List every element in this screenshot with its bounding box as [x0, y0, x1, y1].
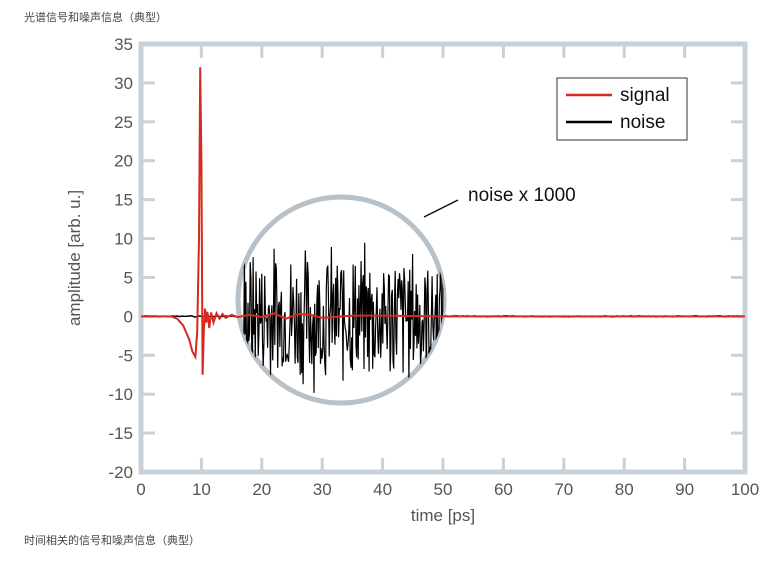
y-tick-label: -5: [118, 346, 133, 365]
legend-label-noise: noise: [620, 112, 665, 133]
y-tick-label: 25: [114, 113, 133, 132]
x-tick-label: 30: [313, 480, 332, 499]
x-tick-label: 100: [731, 480, 759, 499]
x-tick-label: 70: [554, 480, 573, 499]
x-tick-labels: 0 10 20 30 40 50 60 70 80 90 100: [136, 480, 759, 499]
x-tick-label: 60: [494, 480, 513, 499]
legend-label-signal: signal: [620, 85, 670, 106]
y-tick-label: -15: [108, 424, 133, 443]
x-tick-label: 10: [192, 480, 211, 499]
noise-magnified-line: [243, 242, 444, 393]
legend-box: [556, 77, 688, 141]
x-tick-label: 90: [675, 480, 694, 499]
x-tick-label: 50: [434, 480, 453, 499]
annotation-pointer: [423, 199, 459, 218]
y-tick-label: 5: [124, 268, 133, 287]
y-tick-label: 30: [114, 74, 133, 93]
y-tick-label: 20: [114, 152, 133, 171]
annotation-text: noise x 1000: [468, 185, 576, 206]
x-tick-label: 80: [615, 480, 634, 499]
x-tick-label: 40: [373, 480, 392, 499]
y-tick-label: 10: [114, 230, 133, 249]
y-tick-label: 0: [124, 307, 133, 326]
y-tick-label: 15: [114, 191, 133, 210]
x-tick-label: 20: [252, 480, 271, 499]
caption-top: 光谱信号和噪声信息（典型）: [24, 12, 167, 24]
x-axis-title: time [ps]: [411, 506, 475, 525]
y-tick-label: -10: [108, 385, 133, 404]
caption-bottom: 时间相关的信号和噪声信息（典型）: [24, 535, 200, 547]
y-tick-label: 35: [114, 35, 133, 54]
x-tick-label: 0: [136, 480, 145, 499]
y-tick-label: -20: [108, 463, 133, 482]
y-axis-title: amplitude [arb. u.]: [65, 190, 84, 326]
y-tick-labels: 35 30 25 20 15 10 5 0 -5 -10 -15 -20: [108, 35, 133, 482]
signal-line: [141, 67, 745, 375]
